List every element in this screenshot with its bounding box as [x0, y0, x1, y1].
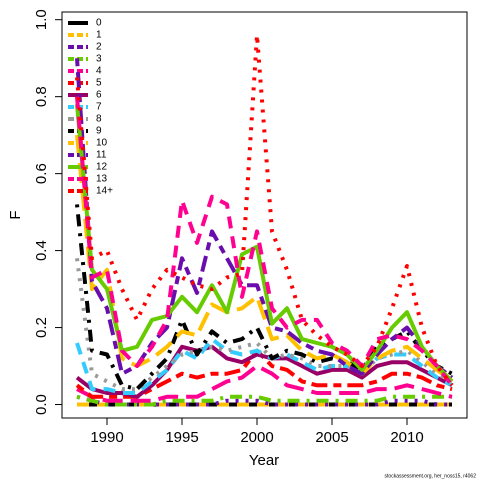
legend-label: 13: [96, 174, 108, 185]
legend-label: 6: [96, 90, 102, 101]
y-tick-label: 0.0: [33, 394, 50, 415]
series-line: [75, 344, 453, 399]
series-line: [75, 258, 453, 392]
series-line: [75, 204, 453, 392]
series-line: [75, 96, 454, 387]
series-line: [75, 33, 454, 387]
y-axis-label: F: [7, 210, 24, 219]
legend-label: 8: [96, 114, 102, 125]
x-tick-label: 2000: [240, 429, 273, 446]
legend-label: 7: [96, 102, 102, 113]
legend-label: 2: [96, 42, 102, 53]
series-line: [75, 134, 454, 383]
y-tick-label: 0.2: [33, 317, 50, 338]
x-tick-label: 2010: [390, 429, 423, 446]
x-tick-label: 2005: [315, 429, 348, 446]
y-tick-label: 0.6: [33, 163, 50, 184]
footer: stockassessment.org, her_noss15, r4062: [385, 473, 477, 479]
x-axis-label: Year: [249, 452, 279, 469]
legend-label: 1: [96, 30, 102, 41]
legend-label: 12: [96, 162, 108, 173]
legend-label: 11: [96, 150, 107, 161]
x-tick-label: 1995: [165, 429, 198, 446]
series-line: [76, 364, 453, 403]
series-line: [76, 394, 452, 407]
legend-label: 0: [96, 18, 102, 29]
series-line: [75, 104, 454, 383]
legend-label: 5: [96, 78, 102, 89]
y-tick-label: 1.0: [33, 9, 50, 30]
series-line: [75, 58, 454, 380]
series-line: [75, 348, 453, 399]
x-tick-label: 1990: [90, 429, 123, 446]
legend-label: 4: [96, 66, 102, 77]
y-tick-label: 0.8: [33, 86, 50, 107]
legend-label: 10: [96, 138, 108, 149]
y-tick-label: 0.4: [33, 240, 50, 261]
legend-label: 14+: [96, 186, 113, 197]
legend-label: 3: [96, 54, 102, 65]
legend-label: 9: [96, 126, 102, 137]
